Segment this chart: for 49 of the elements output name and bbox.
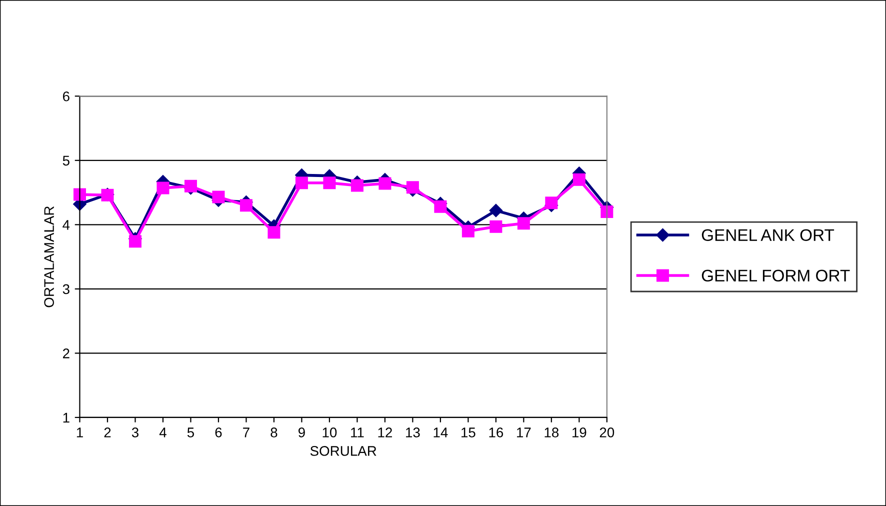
point [323,176,336,190]
point [517,217,530,230]
y-tick-label: 6 [63,91,70,102]
point [156,182,170,194]
y-tick-label: 1 [63,412,70,422]
x-tick-label: 20 [600,428,614,438]
point [434,200,447,213]
point [212,190,225,204]
y-tick-label: 5 [62,156,70,166]
point [489,204,503,218]
point [295,176,308,190]
point [240,199,252,212]
x-tick-label: 16 [489,428,504,438]
x-tick-label: 14 [434,428,448,438]
x-tick-label: 18 [544,428,559,438]
point [600,206,614,218]
point [572,173,586,186]
point [406,181,419,194]
legend-label: GENEL ANK ORT [702,229,834,241]
x-tick-label: 13 [406,428,420,438]
x-tick-label: 5 [187,428,194,438]
y-tick-label: 3 [62,284,70,294]
point [350,179,364,192]
x-tick-label: 4 [159,428,166,438]
x-tick-label: 10 [322,428,337,438]
point [462,224,474,238]
x-tick-label: 8 [270,428,278,438]
x-axis-title: SORULAR [310,446,376,456]
point [128,235,142,248]
point [184,180,197,192]
x-tick-label: 19 [572,428,586,438]
x-tick-label: 15 [462,428,476,438]
x-tick-label: 2 [104,428,111,438]
x-tick-label: 17 [517,428,531,438]
point [490,220,502,233]
x-tick-label: 1 [76,428,83,438]
y-tick-label: 2 [62,348,70,358]
y-tick-label: 4 [62,220,70,230]
x-tick-label: 12 [378,428,392,438]
x-tick-label: 9 [298,428,305,438]
point [378,177,392,190]
x-tick-label: 6 [215,428,222,438]
point [545,196,558,210]
x-tick-label: 3 [132,428,138,438]
y-axis-title: ORTALAMALAR [44,206,54,308]
x-tick-label: 11 [351,428,364,438]
legend-label: GENEL FORM ORT [702,270,850,282]
point [268,226,280,239]
x-tick-label: 7 [243,428,250,438]
